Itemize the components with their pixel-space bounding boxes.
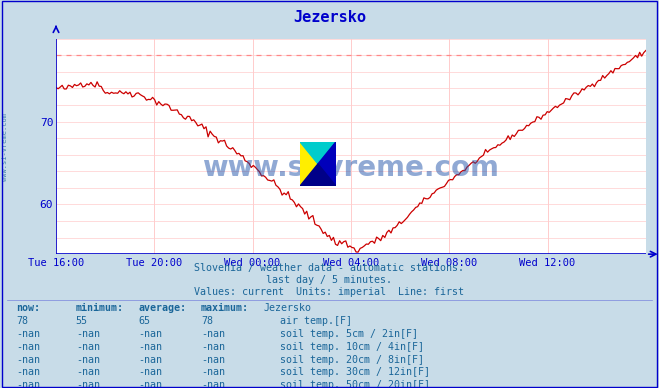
Text: -nan: -nan: [76, 329, 100, 339]
Text: 78: 78: [201, 316, 213, 326]
Text: soil temp. 50cm / 20in[F]: soil temp. 50cm / 20in[F]: [280, 380, 430, 388]
Text: now:: now:: [16, 303, 40, 314]
Text: -nan: -nan: [16, 380, 40, 388]
Text: Slovenia / weather data - automatic stations.: Slovenia / weather data - automatic stat…: [194, 263, 465, 273]
Text: www.si-vreme.com: www.si-vreme.com: [202, 154, 500, 182]
Text: -nan: -nan: [138, 367, 162, 378]
Text: soil temp. 20cm / 8in[F]: soil temp. 20cm / 8in[F]: [280, 355, 424, 365]
Text: -nan: -nan: [138, 380, 162, 388]
Text: average:: average:: [138, 303, 186, 314]
Text: -nan: -nan: [201, 367, 225, 378]
Text: 55: 55: [76, 316, 88, 326]
Text: -nan: -nan: [76, 355, 100, 365]
Text: -nan: -nan: [16, 329, 40, 339]
Polygon shape: [300, 164, 336, 186]
Text: -nan: -nan: [16, 342, 40, 352]
Text: -nan: -nan: [201, 342, 225, 352]
Text: -nan: -nan: [201, 380, 225, 388]
Text: Values: current  Units: imperial  Line: first: Values: current Units: imperial Line: fi…: [194, 287, 465, 297]
Text: -nan: -nan: [76, 380, 100, 388]
Text: soil temp. 5cm / 2in[F]: soil temp. 5cm / 2in[F]: [280, 329, 418, 339]
Text: 65: 65: [138, 316, 150, 326]
Text: 78: 78: [16, 316, 28, 326]
Polygon shape: [318, 142, 336, 186]
Text: air temp.[F]: air temp.[F]: [280, 316, 352, 326]
Polygon shape: [300, 142, 318, 186]
Text: -nan: -nan: [201, 355, 225, 365]
Text: last day / 5 minutes.: last day / 5 minutes.: [266, 275, 393, 285]
Text: -nan: -nan: [138, 329, 162, 339]
Text: Jezersko: Jezersko: [264, 303, 312, 314]
Text: minimum:: minimum:: [76, 303, 124, 314]
Text: Jezersko: Jezersko: [293, 10, 366, 25]
Text: -nan: -nan: [16, 367, 40, 378]
Text: -nan: -nan: [76, 367, 100, 378]
Text: soil temp. 30cm / 12in[F]: soil temp. 30cm / 12in[F]: [280, 367, 430, 378]
Polygon shape: [300, 142, 336, 164]
Text: -nan: -nan: [76, 342, 100, 352]
Text: -nan: -nan: [201, 329, 225, 339]
Text: -nan: -nan: [138, 355, 162, 365]
Text: -nan: -nan: [16, 355, 40, 365]
Text: -nan: -nan: [138, 342, 162, 352]
Text: www.si-vreme.com: www.si-vreme.com: [2, 113, 9, 182]
Text: maximum:: maximum:: [201, 303, 249, 314]
Text: soil temp. 10cm / 4in[F]: soil temp. 10cm / 4in[F]: [280, 342, 424, 352]
